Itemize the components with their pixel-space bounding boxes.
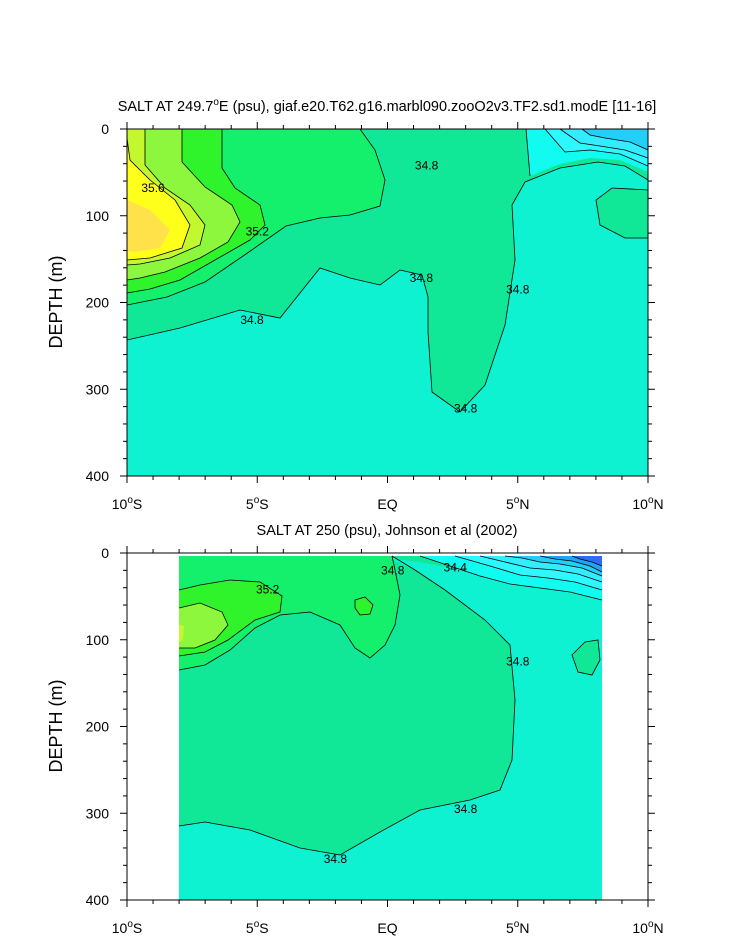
region-35.2-small [355, 597, 373, 615]
model-salinity-field: 35.6 35.2 34.8 34.8 34.8 34.8 34.8 [127, 129, 648, 476]
y-tick-label: 400 [86, 892, 110, 908]
x-tick-label: 10oN [632, 495, 663, 512]
contour-label: 34.8 [324, 852, 348, 866]
y-tick-label: 100 [86, 632, 110, 648]
region-36.0 [127, 200, 170, 252]
y-tick-label: 200 [86, 295, 110, 311]
region-34.8 [179, 556, 602, 855]
contour-label: 35.6 [141, 181, 165, 195]
contour-label: 34.8 [506, 282, 530, 296]
y-tick-label: 0 [101, 121, 109, 137]
y-tick-label: 100 [86, 208, 110, 224]
y-tick-label: 300 [86, 805, 110, 821]
contour-label-text: 34.8 [506, 282, 530, 296]
contour-label-text: 34.8 [454, 401, 478, 415]
model-panel-title: SALT AT 249.7oE (psu), giaf.e20.T62.g16.… [118, 97, 657, 115]
region-35.4 [179, 603, 228, 648]
model-contour-labels: 35.6 35.2 34.8 34.8 34.8 34.8 34.8 [141, 158, 530, 415]
model-y-axis-label: DEPTH (m) [46, 256, 66, 349]
contour-label-text: 34.4 [444, 561, 468, 575]
contour-label: 34.8 [454, 802, 478, 816]
x-tick-label: 10oS [112, 919, 142, 936]
observation-x-tick-labels: 10oS 5oS EQ 5oN 10oN [112, 919, 664, 936]
observation-y-tick-labels: 0 100 200 300 400 [86, 545, 110, 908]
contour-label: 34.8 [506, 654, 530, 668]
y-tick-label: 200 [86, 719, 110, 735]
x-tick-label: 10oS [112, 495, 142, 512]
model-axes: 0 100 200 300 400 10oS 5oS EQ 5oN 10oN DEPTH (m) [46, 121, 664, 512]
contour-label-text: 35.2 [256, 582, 280, 596]
x-tick-label: 5oS [246, 495, 269, 512]
observed-salinity-field: 35.2 34.8 34.4 34.8 34.8 34.8 [178, 555, 603, 900]
model-y-tick-labels: 0 100 200 300 400 [86, 121, 110, 484]
observed-contour-labels: 35.2 34.8 34.4 34.8 34.8 34.8 [256, 561, 530, 866]
region-34.8-east [596, 188, 648, 238]
x-tick-label: 5oN [506, 919, 529, 936]
observed-contour-lines [178, 555, 603, 856]
contour-label-text: 34.8 [324, 852, 348, 866]
y-tick-label: 300 [86, 381, 110, 397]
contour-label: 35.2 [246, 224, 270, 238]
x-tick-label: 5oN [506, 495, 529, 512]
contour-label-text: 34.8 [454, 802, 478, 816]
contour-label-text: 34.8 [240, 313, 264, 327]
observation-y-axis-label: DEPTH (m) [46, 680, 66, 773]
x-tick-label: 5oS [246, 919, 269, 936]
contour-label-text: 35.2 [246, 224, 270, 238]
contour-label: 35.2 [256, 582, 280, 596]
observation-axes: 0 100 200 300 400 10oS 5oS EQ 5oN 10oN DEPTH (m) [46, 545, 664, 936]
model-contour-lines [127, 129, 648, 413]
contour-label-text: 34.8 [506, 654, 530, 668]
contour-label: 34.4 [444, 561, 468, 575]
contour-label: 34.8 [410, 271, 434, 285]
x-tick-label: EQ [377, 920, 397, 936]
x-tick-label: 10oN [632, 919, 663, 936]
contour-label: 34.8 [454, 401, 478, 415]
x-tick-label: EQ [377, 496, 397, 512]
region-35.6 [179, 625, 184, 642]
contour-label: 34.8 [381, 563, 405, 577]
observation-panel: SALT AT 250 (psu), Johnson et al (2002) [46, 523, 664, 936]
contour-label-text: 34.8 [415, 158, 439, 172]
model-x-tick-labels: 10oS 5oS EQ 5oN 10oN [112, 495, 664, 512]
contour-label: 34.8 [240, 313, 264, 327]
contour-label-text: 34.8 [381, 563, 405, 577]
y-tick-label: 0 [101, 545, 109, 561]
contour-label-text: 34.8 [410, 271, 434, 285]
model-panel: SALT AT 249.7oE (psu), giaf.e20.T62.g16.… [46, 97, 664, 512]
contour-label-text: 35.6 [141, 181, 165, 195]
contour-label: 34.8 [415, 158, 439, 172]
region-34.8-east [572, 640, 600, 675]
y-tick-label: 400 [86, 468, 110, 484]
observation-panel-title: SALT AT 250 (psu), Johnson et al (2002) [257, 523, 518, 539]
